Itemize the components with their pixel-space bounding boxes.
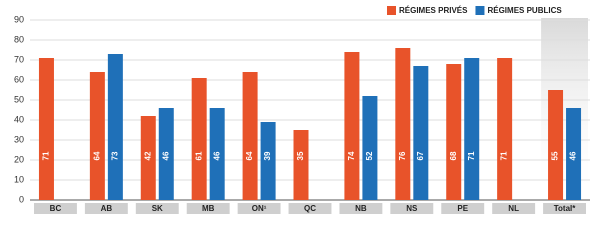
legend-label: RÉGIMES PUBLICS (487, 6, 562, 15)
value-label: 52 (365, 151, 374, 160)
bar (446, 64, 462, 200)
bar (107, 54, 123, 200)
bar (464, 58, 480, 200)
bar (395, 48, 411, 200)
value-label: 71 (42, 151, 51, 160)
bar (38, 58, 54, 200)
y-tick-label: 90 (14, 14, 24, 24)
value-label: 55 (551, 151, 560, 160)
y-tick-label: 70 (14, 54, 24, 64)
y-tick-label: 60 (14, 74, 24, 84)
category-box (186, 203, 230, 214)
category-box (543, 203, 586, 214)
category-box (339, 203, 383, 214)
category-box (492, 203, 536, 214)
value-label: 46 (212, 151, 221, 160)
x-tick-label: PE (457, 204, 468, 213)
x-tick-label: MB (202, 204, 215, 213)
bar (293, 130, 309, 200)
x-tick-label: AB (101, 204, 113, 213)
value-label: 64 (92, 151, 101, 160)
value-label: 68 (449, 151, 458, 160)
category-box (135, 203, 179, 214)
y-tick-label: 80 (14, 34, 24, 44)
y-tick-label: 50 (14, 94, 24, 104)
legend-label: RÉGIMES PRIVÉS (399, 6, 468, 15)
value-label: 73 (110, 151, 119, 160)
x-tick-label: NB (355, 204, 367, 213)
x-tick-label: BC (50, 204, 62, 213)
category-box (390, 203, 434, 214)
y-tick-label: 40 (14, 114, 24, 124)
value-label: 71 (500, 151, 509, 160)
value-label: 46 (569, 151, 578, 160)
value-label: 71 (467, 151, 476, 160)
category-box (441, 203, 485, 214)
bar (497, 58, 513, 200)
bar (413, 66, 429, 200)
y-tick-label: 10 (14, 174, 24, 184)
chart: 0 10 20 30 40 50 60 70 80 90 BC 71 AB 64 73 SK 42 46 MB 61 4… (14, 6, 590, 214)
y-tick-label: 30 (14, 134, 24, 144)
bar (242, 72, 258, 200)
category-box (288, 203, 332, 214)
y-tick-label: 0 (19, 194, 24, 204)
bar (191, 78, 207, 200)
value-label: 39 (263, 151, 272, 160)
value-label: 42 (143, 151, 152, 160)
bar (140, 116, 156, 200)
x-tick-label: NL (508, 204, 519, 213)
category-box (34, 203, 77, 214)
bar (362, 96, 378, 200)
x-tick-label: ON¹ (252, 204, 267, 213)
legend-swatch (475, 6, 485, 15)
x-tick-label: Total* (554, 204, 577, 213)
x-tick-label: SK (152, 204, 163, 213)
y-tick-label: 20 (14, 154, 24, 164)
value-label: 67 (416, 151, 425, 160)
bar (566, 108, 582, 200)
value-label: 46 (161, 151, 170, 160)
value-label: 64 (245, 151, 254, 160)
bar (260, 122, 276, 200)
x-tick-label: QC (304, 204, 316, 213)
value-label: 76 (398, 151, 407, 160)
bar (548, 90, 564, 200)
bar (89, 72, 105, 200)
bar (344, 52, 360, 200)
category-box (237, 203, 281, 214)
value-label: 74 (347, 151, 356, 160)
value-label: 61 (194, 151, 203, 160)
value-label: 35 (296, 151, 305, 160)
legend-swatch (387, 6, 396, 15)
bar (158, 108, 174, 200)
category-box (84, 203, 128, 214)
bar (209, 108, 225, 200)
x-tick-label: NS (406, 204, 418, 213)
